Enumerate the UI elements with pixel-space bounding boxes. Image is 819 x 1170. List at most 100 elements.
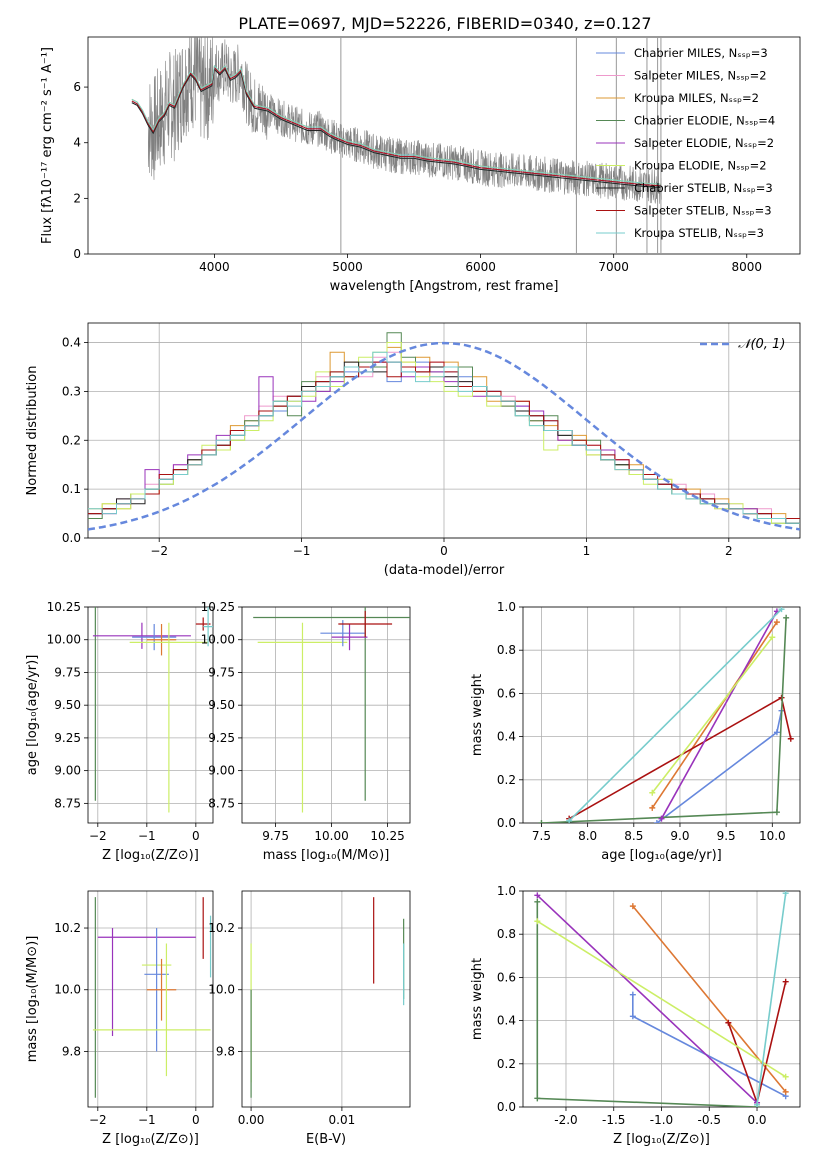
y-tick-label: 0.2 [497, 773, 516, 787]
x-tick-label: 8.5 [624, 829, 643, 843]
x-axis-label: age [log₁₀(age/yr)] [601, 848, 722, 863]
y-tick-label: 0.8 [497, 927, 516, 941]
plot-area [250, 897, 405, 1098]
weight-series [536, 894, 758, 1104]
x-tick-label: 0.0 [747, 1113, 766, 1127]
error-bar-point [203, 607, 213, 647]
x-tick-label: 0 [192, 1113, 200, 1127]
x-tick-label: −1 [138, 829, 156, 843]
weight-marker [725, 1019, 732, 1026]
weight-marker [773, 619, 780, 626]
legend-entry: Salpeter STELIB, Nₛₛₚ=3 [634, 204, 772, 218]
weight-marker [782, 891, 789, 897]
y-tick-label: 10.0 [208, 983, 235, 997]
weight-marker [778, 607, 785, 613]
x-tick-label: -0.5 [698, 1113, 721, 1127]
figure-title: PLATE=0697, MJD=52226, FIBERID=0340, z=0… [238, 14, 651, 33]
x-tick-label: 9.75 [262, 829, 289, 843]
x-axis-label: Z [log₁₀(Z/Z⊙)] [102, 1132, 199, 1147]
axes-frame [241, 606, 411, 824]
histogram-series [88, 351, 800, 524]
weight-marker [773, 809, 780, 816]
error-bar-point [92, 622, 191, 649]
x-tick-label: 0 [192, 829, 200, 843]
y-tick-label: 6 [73, 80, 81, 94]
plot-area [88, 332, 800, 531]
x-tick-label: -2.0 [554, 1113, 577, 1127]
weight-marker [649, 804, 656, 811]
y-tick-label: 10.00 [201, 633, 235, 647]
x-axis-label: Z [log₁₀(Z/Z⊙)] [613, 1132, 710, 1147]
y-tick-label: 0.4 [497, 730, 516, 744]
histogram-series [88, 361, 800, 519]
weight-series [756, 893, 787, 1105]
y-axis-label: mass weight [470, 674, 485, 756]
weight-marker [782, 1088, 789, 1095]
axes-frame [522, 606, 801, 824]
weight-marker [769, 634, 776, 641]
panel-residuals: −2 −1 0 1 2 0.0 0.1 0.2 0.3 0.4 (data-model)/error… [25, 322, 801, 578]
y-tick-label: 0.6 [497, 970, 516, 984]
y-tick-label: 0 [73, 247, 81, 261]
y-axis-label: age [log₁₀(age/yr)] [25, 655, 40, 776]
x-axis-label: mass [log₁₀(M/M⊙)] [263, 848, 390, 863]
model-spectrum [131, 68, 661, 188]
y-tick-label: 4 [73, 136, 81, 150]
weight-series [536, 901, 758, 1107]
weight-marker [629, 903, 636, 910]
panel-mass-weight-vs-age: 7.5 8.0 8.5 9.0 9.5 10.0 0.0 0.2 0.4 0.6 0.8 1.0 age… [470, 600, 801, 863]
error-bar-point [132, 624, 177, 651]
weight-series [568, 608, 783, 822]
weight-marker [534, 892, 541, 899]
axes-frame [241, 890, 411, 1108]
y-tick-label: 9.50 [54, 698, 81, 712]
axes-frame [87, 606, 214, 824]
x-tick-label: 8.0 [578, 829, 597, 843]
x-tick-label: −1 [293, 544, 311, 558]
y-tick-label: 10.25 [47, 600, 81, 614]
y-tick-label: 0.1 [62, 482, 81, 496]
legend-entry: Kroupa MILES, Nₛₛₚ=2 [634, 91, 759, 105]
axes-frame [522, 890, 801, 1108]
weight-marker [629, 991, 636, 998]
panel-mass-vs-ebv: 0.00 0.01 9.8 10.0 10.2 E(B-V) [208, 890, 411, 1147]
y-tick-label: 10.2 [54, 921, 81, 935]
x-tick-label: -1.5 [602, 1113, 625, 1127]
x-tick-label: −1 [138, 1113, 156, 1127]
x-tick-label: 0.01 [329, 1113, 356, 1127]
axes-frame [87, 890, 214, 1108]
weight-marker [566, 817, 573, 823]
x-tick-label: 7.5 [532, 829, 551, 843]
y-tick-label: 8.75 [54, 796, 81, 810]
x-axis-label: E(B-V) [306, 1132, 346, 1147]
panel-age-vs-mass: 9.75 10.00 10.25 8.75 9.00 9.25 9.50 9.75 10.00 1… [201, 600, 411, 863]
weight-marker [773, 729, 780, 736]
weight-marker [754, 1101, 761, 1107]
x-tick-label: 2 [725, 544, 733, 558]
y-tick-label: 0.0 [62, 531, 81, 545]
panel-age-vs-z: −2 −1 0 8.75 9.00 9.25 9.50 9.75 10.00 10.25 Z [lo… [25, 600, 214, 863]
x-tick-label: 1 [583, 544, 591, 558]
y-tick-label: 9.75 [54, 665, 81, 679]
data-spectrum [147, 37, 662, 204]
weight-marker [782, 1073, 789, 1080]
x-tick-label: −2 [150, 544, 168, 558]
y-axis-label: Normed distribution [25, 366, 40, 496]
axes-frame [87, 36, 801, 255]
x-axis-label: wavelength [Angstrom, rest frame] [330, 279, 559, 294]
legend-entry: Kroupa ELODIE, Nₛₛₚ=2 [634, 159, 767, 173]
error-bar-point [129, 622, 209, 813]
legend-entry: Kroupa STELIB, Nₛₛₚ=3 [634, 226, 764, 240]
y-axis-label: mass [log₁₀(M/M⊙)] [25, 936, 40, 1063]
y-tick-label: 9.00 [208, 764, 235, 778]
axes-frame [87, 322, 801, 539]
x-tick-label: −2 [89, 1113, 107, 1127]
x-tick-label: 0.00 [238, 1113, 265, 1127]
plot-area [534, 891, 789, 1107]
y-tick-label: 0.4 [62, 336, 81, 350]
plot-area [92, 607, 213, 813]
error-bar-point [331, 624, 368, 651]
y-tick-label: 9.25 [208, 731, 235, 745]
y-tick-label: 10.25 [201, 600, 235, 614]
